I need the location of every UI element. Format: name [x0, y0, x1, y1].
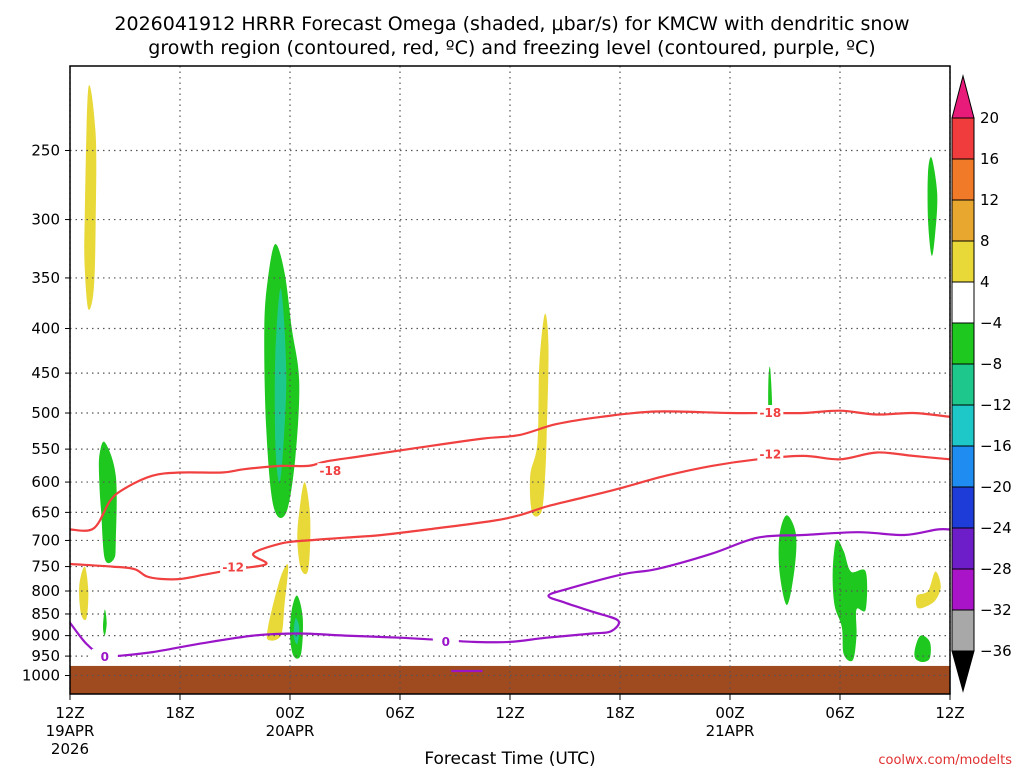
colorbar-band-7: [951, 363, 975, 406]
x-tick-label-3: 06Z: [385, 704, 414, 722]
x-tick-label-8: 12Z: [935, 704, 964, 722]
colorbar-label-3: 8: [980, 232, 990, 250]
omega-region-3: [103, 609, 107, 636]
omega-region-10: [529, 313, 549, 517]
colorbar-band-6: [951, 322, 975, 365]
colorbar-label-2: 12: [980, 191, 999, 209]
colorbar-label-12: −32: [980, 601, 1012, 619]
x-tick-label-0: 12Z: [55, 704, 84, 722]
x-tick-label-5: 18Z: [605, 704, 634, 722]
omega-region-14: [927, 157, 938, 256]
y-tick-label-3: 400: [31, 320, 60, 338]
credit-text: coolwx.com/modelts: [878, 753, 1012, 768]
colorbar-band-9: [951, 445, 975, 488]
contour-label-2: 0: [442, 635, 450, 649]
colorbar-label-11: −28: [980, 560, 1012, 578]
contour-label-bg-0: [317, 463, 344, 478]
omega-region-16: [914, 635, 931, 662]
colorbar-band-11: [951, 527, 975, 570]
colorbar-label-5: −4: [980, 314, 1002, 332]
colorbar-label-6: −8: [980, 355, 1002, 373]
omega-region-12: [778, 515, 797, 605]
chart-title-line1: 2026041912 HRRR Forecast Omega (shaded, …: [114, 13, 909, 35]
omega-regions: [79, 85, 941, 662]
y-tick-label-8: 650: [31, 503, 60, 521]
y-tick-label-2: 350: [31, 269, 60, 287]
plot-area: -18 -12 0 0 -18 -12: [69, 65, 951, 695]
y-tick-label-6: 550: [31, 440, 60, 458]
contour-line-2: [69, 527, 951, 659]
y-tick-label-15: 1000: [22, 667, 60, 685]
omega-region-2: [79, 566, 89, 621]
chart-title-line2: growth region (contoured, red, ºC) and f…: [148, 37, 875, 59]
y-tick-label-10: 750: [31, 558, 60, 576]
omega-region-7: [266, 564, 289, 641]
colorbar: 20 16 12 8 4 −4 −8 −12 −16 −20 −24 −28 −32 −36: [951, 74, 1012, 693]
contour-labels: -18 -12 0 0 -18 -12: [91, 405, 784, 664]
terrain: [70, 665, 950, 694]
x-axis-label: Forecast Time (UTC): [424, 749, 595, 768]
omega-region-9: [293, 618, 300, 645]
colorbar-band-10: [951, 486, 975, 529]
y-tick-label-14: 950: [31, 647, 60, 665]
x-tick-date-6: 21APR: [706, 722, 755, 740]
colorbar-band-12: [951, 568, 975, 611]
colorbar-band-2: [951, 158, 975, 201]
contour-label-bg-4: [757, 405, 784, 420]
omega-region-0: [84, 85, 97, 310]
contour-label-4: -18: [759, 406, 781, 420]
x-tick-label-7: 06Z: [825, 704, 854, 722]
colorbar-label-8: −16: [980, 437, 1012, 455]
y-tick-label-11: 800: [31, 582, 60, 600]
omega-region-13: [832, 539, 868, 662]
colorbar-band-5: [951, 281, 975, 324]
colorbar-label-1: 16: [980, 150, 999, 168]
colorbar-label-9: −20: [980, 478, 1012, 496]
colorbar-band-3: [951, 199, 975, 242]
x-tick-label-2: 00Z: [275, 704, 304, 722]
y-tick-label-1: 300: [31, 211, 60, 229]
x-tick-date-2: 20APR: [266, 722, 315, 740]
y-tick-label-7: 600: [31, 473, 60, 491]
terrain-fill: [70, 665, 950, 694]
colorbar-label-0: 20: [980, 109, 999, 127]
contour-label-3: 0: [101, 650, 109, 664]
omega-region-5: [274, 288, 287, 483]
y-tick-label-12: 850: [31, 605, 60, 623]
colorbar-label-7: −12: [980, 396, 1012, 414]
y-tick-label-9: 700: [31, 531, 60, 549]
contour-label-0: -18: [319, 464, 341, 478]
colorbar-bottom-arrow: [951, 650, 975, 693]
contour-line-0: [69, 409, 951, 532]
colorbar-label-13: −36: [980, 642, 1012, 660]
x-tick-label-4: 12Z: [495, 704, 524, 722]
x-tick-label-1: 18Z: [165, 704, 194, 722]
contour-label-bg-1: [220, 559, 247, 574]
omega-region-15: [915, 571, 941, 609]
contour-label-bg-2: [432, 633, 459, 648]
colorbar-band-1: [951, 117, 975, 160]
contour-label-5: -12: [759, 448, 781, 462]
x-tick-label-6: 00Z: [715, 704, 744, 722]
x-tick-date-0: 19APR: [46, 722, 95, 740]
contour-label-1: -12: [222, 561, 244, 575]
colorbar-label-10: −24: [980, 519, 1012, 537]
contour-label-bg-3: [91, 648, 118, 663]
x-tick-year-0: 2026: [51, 740, 89, 758]
colorbar-label-4: 4: [980, 273, 990, 291]
contour-label-bg-5: [757, 446, 784, 461]
colorbar-band-8: [951, 404, 975, 447]
omega-region-6: [297, 482, 311, 575]
y-tick-label-13: 900: [31, 627, 60, 645]
y-tick-label-0: 250: [31, 142, 60, 160]
colorbar-band-13: [951, 609, 975, 652]
y-tick-label-5: 500: [31, 404, 60, 422]
y-axis: 250 300 350 400 450 500 550 600 650 700 750 800 850 9…: [22, 142, 70, 685]
colorbar-top-arrow: [951, 74, 975, 119]
y-tick-label-4: 450: [31, 364, 60, 382]
colorbar-band-4: [951, 240, 975, 283]
